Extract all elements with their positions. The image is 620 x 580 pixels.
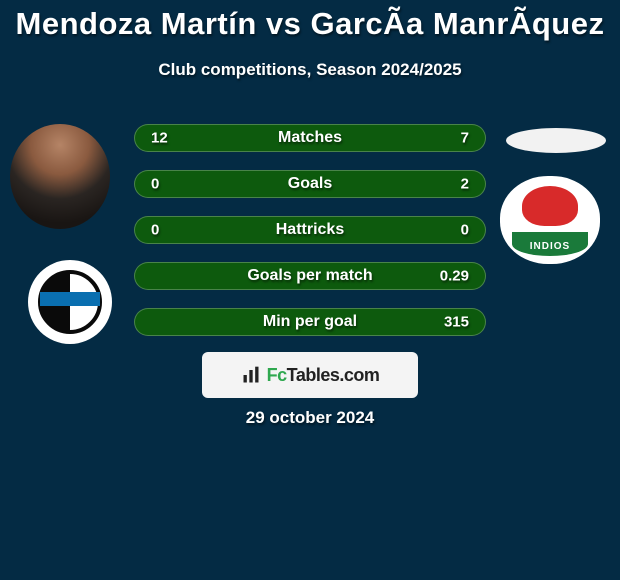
- player-left-portrait: [10, 124, 110, 229]
- stat-left-value: 0: [151, 176, 159, 193]
- page-title: Mendoza Martín vs GarcÃ­a ManrÃ­quez: [0, 0, 620, 42]
- brand-card: FcTables.com: [202, 352, 418, 398]
- stat-row: 0 Goals 2: [134, 170, 486, 198]
- player-right-mark-icon: [506, 128, 606, 153]
- stat-label: Min per goal: [263, 313, 357, 331]
- stat-left-value: 12: [151, 130, 168, 147]
- stat-label: Goals: [288, 175, 332, 193]
- crest-right-red-icon: [522, 186, 578, 226]
- date-text: 29 october 2024: [0, 408, 620, 428]
- bar-chart-icon: [241, 365, 261, 385]
- stat-row: Goals per match 0.29: [134, 262, 486, 290]
- stat-label: Hattricks: [276, 221, 344, 239]
- club-crest-right: INDIOS: [500, 176, 600, 264]
- crest-left-shield-icon: [38, 270, 102, 334]
- stat-right-value: 0.29: [440, 268, 469, 285]
- stat-row: Min per goal 315: [134, 308, 486, 336]
- stat-right-value: 0: [461, 222, 469, 239]
- stats-list: 12 Matches 7 0 Goals 2 0 Hattricks 0 Goa…: [134, 124, 486, 336]
- crest-left-band: [40, 292, 100, 306]
- brand-suffix: Tables.com: [287, 365, 380, 385]
- club-crest-left: [28, 260, 112, 344]
- brand-prefix: Fc: [267, 365, 287, 385]
- stat-right-value: 7: [461, 130, 469, 147]
- stat-left-value: 0: [151, 222, 159, 239]
- infographic-container: Mendoza Martín vs GarcÃ­a ManrÃ­quez Clu…: [0, 0, 620, 450]
- stat-row: 0 Hattricks 0: [134, 216, 486, 244]
- crest-right-text: INDIOS: [500, 241, 600, 252]
- subtitle: Club competitions, Season 2024/2025: [0, 60, 620, 80]
- stat-row: 12 Matches 7: [134, 124, 486, 152]
- stat-label: Goals per match: [247, 267, 372, 285]
- stat-right-value: 2: [461, 176, 469, 193]
- brand-text: FcTables.com: [267, 365, 380, 386]
- stat-right-value: 315: [444, 314, 469, 331]
- stat-label: Matches: [278, 129, 342, 147]
